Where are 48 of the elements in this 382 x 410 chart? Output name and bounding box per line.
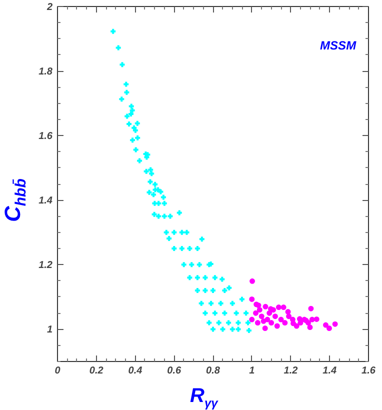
y-tick-label: 1.6 xyxy=(38,131,53,142)
point xyxy=(278,316,284,322)
point xyxy=(262,326,268,332)
point xyxy=(332,321,338,327)
point xyxy=(264,316,270,322)
point xyxy=(262,304,268,310)
x-axis-title: R$_{γγ}$ xyxy=(189,385,218,410)
point xyxy=(314,316,320,322)
point xyxy=(326,326,332,332)
y-tick-label: 1.4 xyxy=(38,196,53,207)
point xyxy=(253,310,259,316)
point xyxy=(322,322,328,328)
point xyxy=(294,323,300,329)
point xyxy=(280,304,286,310)
x-tick-label: 1 xyxy=(249,366,256,376)
point xyxy=(305,320,311,326)
x-tick-label: 0.6 xyxy=(167,366,182,376)
point xyxy=(249,296,255,302)
point xyxy=(266,310,272,316)
x-tick-label: 0.8 xyxy=(206,366,220,376)
point xyxy=(282,320,288,326)
point xyxy=(286,314,292,320)
annotation: MSSM xyxy=(320,38,358,53)
x-tick-label: 0.2 xyxy=(89,366,104,376)
point xyxy=(256,307,262,313)
point xyxy=(309,316,315,322)
y-tick-label: 1.2 xyxy=(38,260,53,272)
point xyxy=(274,323,280,329)
point xyxy=(250,278,256,284)
point xyxy=(249,316,255,322)
y-tick-label: 1 xyxy=(46,324,53,336)
point xyxy=(307,324,313,330)
point xyxy=(285,309,291,315)
point xyxy=(298,320,304,326)
x-tick-label: 0 xyxy=(54,366,61,376)
x-tick-label: 0.4 xyxy=(128,366,143,376)
point xyxy=(254,320,260,326)
y-tick-label: 2 xyxy=(46,2,53,13)
point xyxy=(268,320,274,326)
x-tick-label: 1.6 xyxy=(362,366,376,376)
point xyxy=(290,316,296,322)
point xyxy=(276,304,282,310)
point xyxy=(258,314,264,320)
y-tick-label: 1.8 xyxy=(38,66,53,78)
point xyxy=(272,314,278,320)
x-tick-label: 1.4 xyxy=(322,366,338,376)
x-tick-label: 1.2 xyxy=(284,366,298,376)
point xyxy=(308,306,314,312)
